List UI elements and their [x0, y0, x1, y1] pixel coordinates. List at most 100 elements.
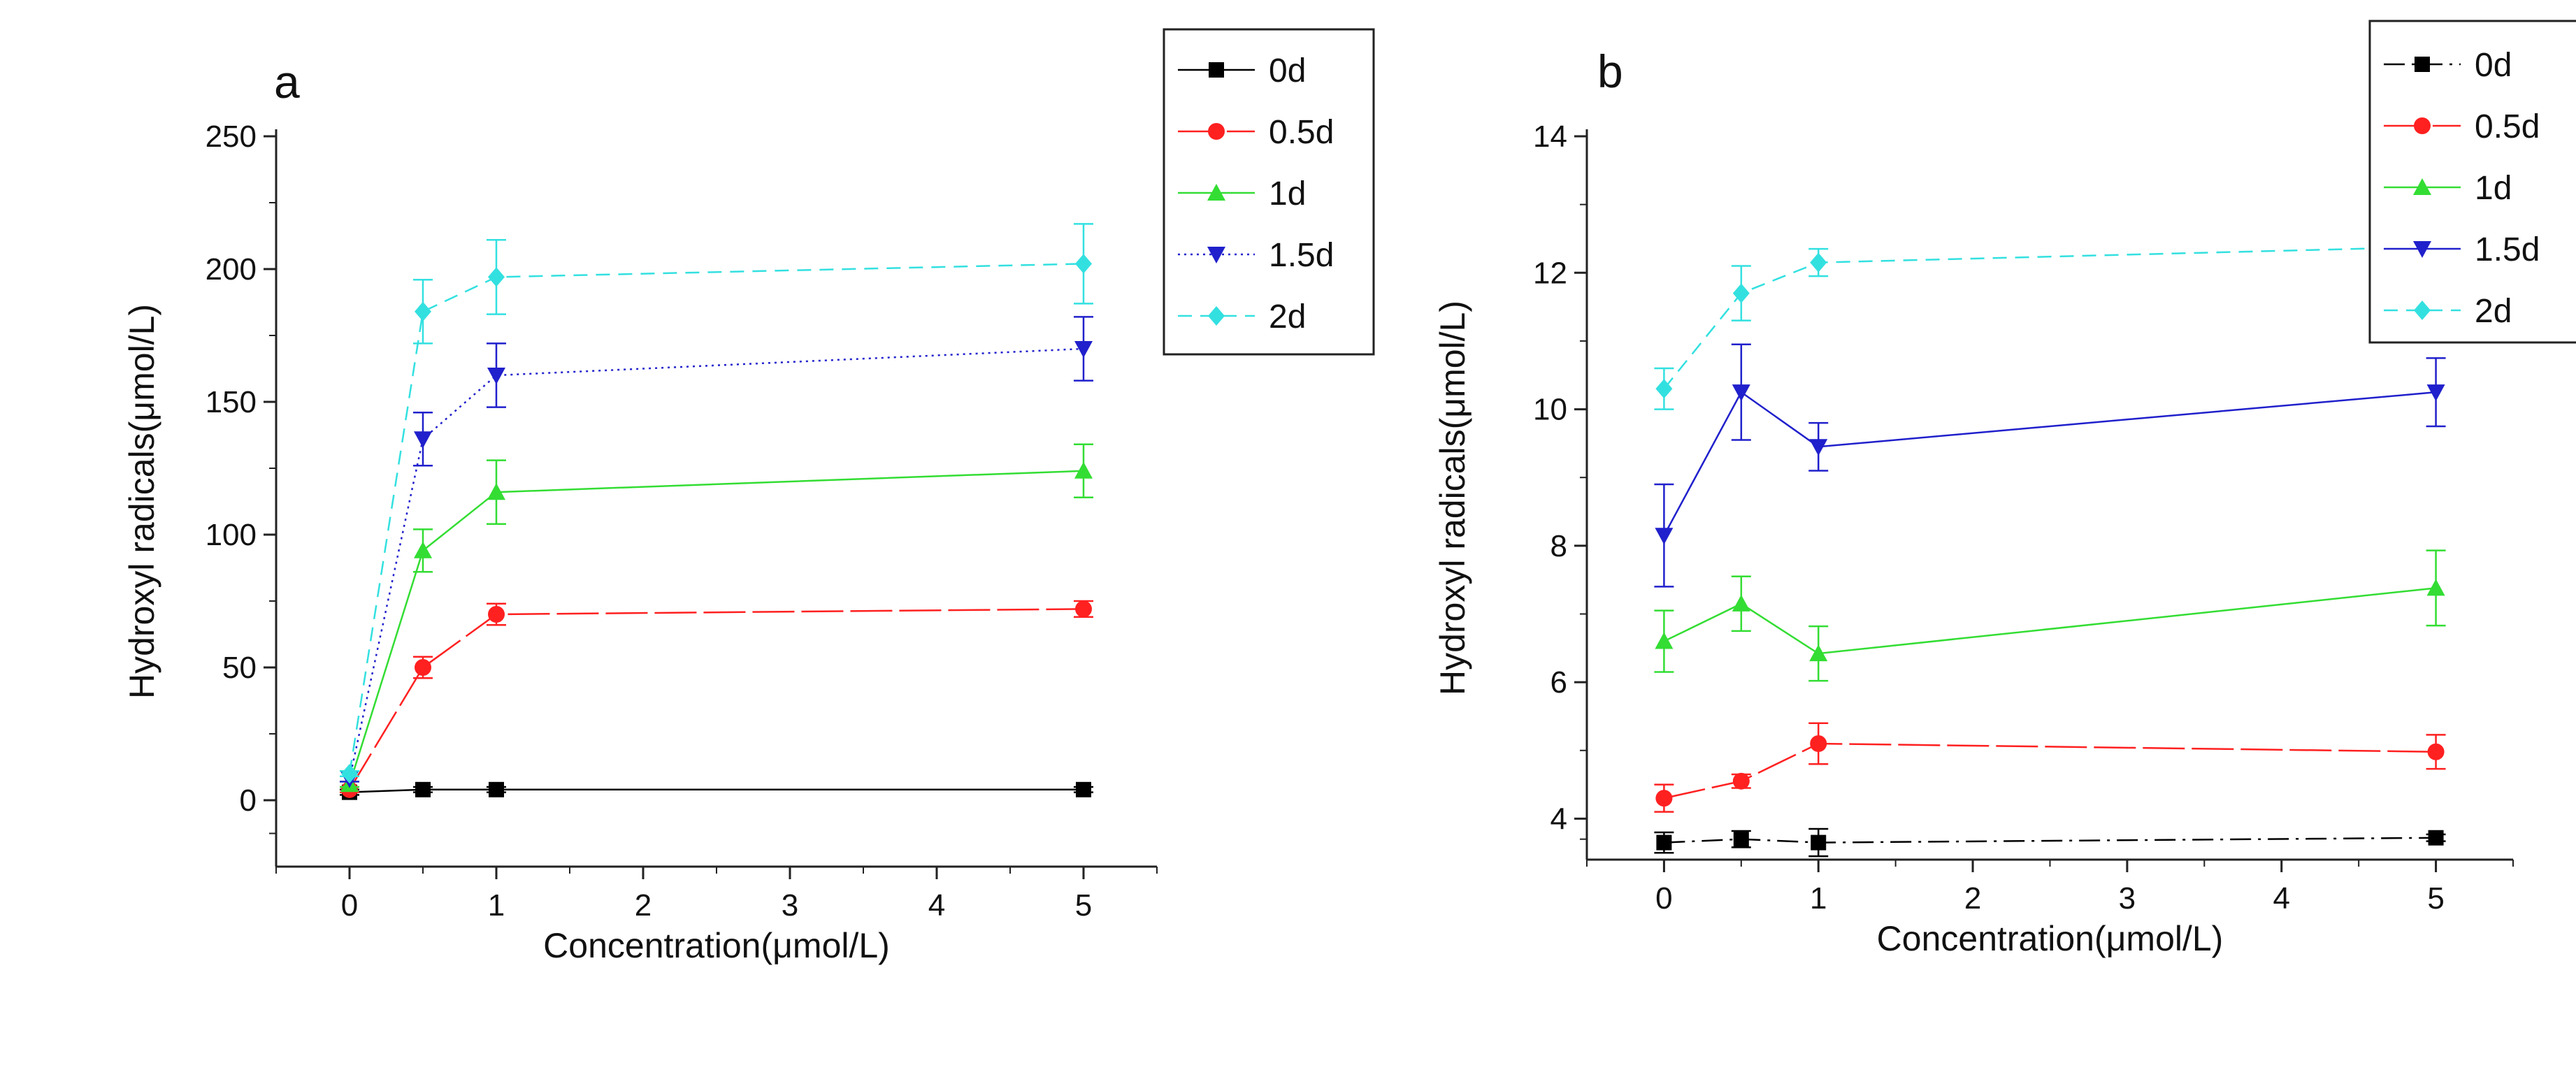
data-point [1733, 831, 1749, 847]
data-point [1075, 600, 1092, 618]
series-line [1663, 245, 2436, 390]
series-0.5d [340, 600, 1093, 798]
x-tick-label: 5 [2427, 881, 2444, 916]
y-tick-label: 12 [1533, 256, 1567, 290]
data-point [415, 781, 431, 797]
x-tick-label: 3 [782, 888, 798, 923]
legend-label: 0d [2475, 47, 2512, 84]
series-0.5d [1654, 722, 2446, 813]
y-tick-label: 200 [206, 252, 257, 287]
series-1d [340, 443, 1093, 793]
data-point [414, 431, 432, 449]
data-point [414, 541, 432, 558]
data-point [487, 368, 505, 384]
legend-item: 0d [1178, 52, 1306, 89]
legend-label: 2d [1269, 298, 1306, 335]
legend-label: 1d [2475, 170, 2512, 207]
data-point [1810, 735, 1827, 753]
y-tick-label: 250 [206, 120, 257, 154]
data-point [1810, 252, 1827, 273]
x-tick-label: 4 [2273, 881, 2290, 916]
data-point [487, 483, 505, 500]
data-point [2428, 830, 2444, 846]
y-tick-label: 50 [222, 651, 257, 685]
data-point [1809, 439, 1828, 456]
series-line [348, 347, 1084, 779]
legend-marker [1207, 247, 1225, 263]
series-line [348, 608, 1084, 790]
legend-marker [2413, 241, 2431, 258]
panel-label: b [1597, 45, 1623, 97]
legend-label: 1d [1269, 175, 1306, 212]
series-1d [1654, 549, 2446, 682]
legend-item: 0.5d [1178, 114, 1334, 151]
y-tick-label: 150 [206, 385, 257, 419]
data-point [1074, 461, 1093, 479]
legend-marker [2414, 301, 2431, 320]
legend-label: 0.5d [1269, 114, 1334, 151]
legend-marker [1209, 62, 1224, 78]
legend-marker [1208, 306, 1225, 326]
data-point [488, 267, 505, 287]
y-axis-label: Hydroxyl radicals(μmol/L) [122, 304, 161, 699]
data-point [1809, 644, 1828, 662]
series-line [1664, 742, 2436, 800]
data-point [1655, 528, 1674, 545]
y-tick-label: 6 [1550, 665, 1567, 700]
x-tick-label: 0 [1655, 881, 1672, 916]
x-axis-label: Concentration(μmol/L) [1877, 919, 2224, 958]
y-tick-label: 14 [1533, 120, 1567, 154]
y-tick-label: 0 [240, 783, 257, 818]
series-line [1664, 837, 2436, 844]
legend-item: 2d [2384, 293, 2512, 330]
x-tick-label: 1 [1810, 881, 1827, 916]
y-tick-label: 4 [1550, 802, 1567, 836]
legend-marker [2413, 178, 2431, 195]
series-1.5d [1654, 343, 2446, 588]
series-line [1663, 391, 2436, 536]
y-tick-label: 8 [1550, 529, 1567, 563]
legend-label: 2d [2475, 293, 2512, 330]
legend-item: 1d [2384, 170, 2512, 207]
data-point [1732, 594, 1750, 612]
x-tick-label: 2 [635, 888, 652, 923]
legend: 0d 0.5d 1d 1.5d 2d [1163, 28, 1375, 356]
data-point [415, 301, 431, 321]
series-line [349, 788, 1084, 793]
data-point [488, 606, 505, 623]
data-point [1732, 384, 1750, 402]
data-point [415, 659, 431, 676]
data-point [341, 764, 358, 783]
data-point [1655, 379, 1673, 399]
data-point [1655, 790, 1673, 807]
legend-marker [2415, 57, 2430, 72]
series-line [348, 470, 1084, 785]
x-tick-label: 5 [1075, 888, 1092, 923]
legend: 0d 0.5d 1d 1.5d 2d [2368, 20, 2576, 344]
data-point [2427, 743, 2445, 760]
legend-label: 0d [1269, 52, 1306, 89]
series-line [348, 263, 1084, 774]
legend-marker [1207, 184, 1225, 201]
data-point [2426, 384, 2445, 402]
y-axis-label: Hydroxyl radicals(μmol/L) [1433, 301, 1472, 695]
legend-box [1163, 28, 1375, 356]
data-point [2426, 579, 2445, 596]
legend-label: 1.5d [2475, 231, 2540, 268]
panel-a: 0 1 2 3 4 5050100150200250Concentration(μmol/… [122, 28, 1375, 965]
legend-label: 0.5d [2475, 108, 2540, 145]
legend-marker [2414, 117, 2431, 134]
y-tick-label: 100 [206, 518, 257, 552]
legend-item: 1d [1178, 175, 1306, 212]
series-0d [340, 781, 1093, 800]
data-point [1811, 834, 1827, 851]
legend-item: 0d [2384, 47, 2512, 84]
legend-item: 0.5d [2384, 108, 2540, 145]
legend-item: 2d [1178, 298, 1306, 335]
legend-item: 1.5d [1178, 237, 1334, 274]
legend-label: 1.5d [1269, 237, 1334, 274]
series-2d [340, 223, 1093, 783]
legend-item: 1.5d [2384, 231, 2540, 268]
x-tick-label: 4 [928, 888, 945, 923]
